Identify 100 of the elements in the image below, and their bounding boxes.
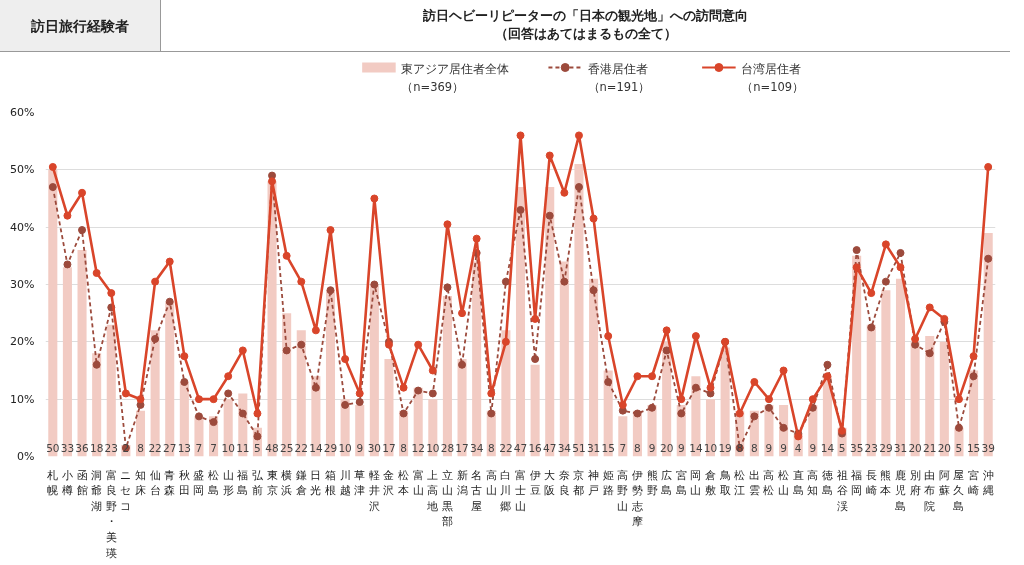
data-label: 23 — [864, 441, 878, 454]
x-tick-label: 横浜 — [281, 468, 293, 498]
data-label: 22 — [499, 441, 513, 454]
data-label: 15 — [601, 441, 615, 454]
data-label: 9 — [356, 441, 364, 454]
data-label: 8 — [751, 441, 758, 454]
data-label: 13 — [177, 441, 192, 454]
x-tick-label: 直島 — [792, 468, 804, 498]
x-tick-label: 函館 — [76, 468, 88, 498]
x-tick-label: 由布院 — [924, 468, 936, 513]
data-label: 5 — [254, 441, 261, 454]
x-tick-label: 広島 — [661, 468, 673, 498]
x-tick-label: 金沢 — [383, 468, 395, 498]
data-label: 19 — [718, 441, 732, 454]
x-tick-label: 立山黒部 — [441, 468, 453, 529]
bar — [895, 278, 906, 457]
data-label: 10 — [338, 441, 352, 454]
bar — [939, 341, 949, 457]
data-label: 10 — [426, 441, 440, 454]
data-label: 23 — [104, 441, 118, 454]
data-label: 5 — [955, 441, 963, 454]
data-label: 8 — [634, 441, 641, 454]
chart-title: 訪日ヘビーリピーターの「日本の観光地」への訪問意向 — [423, 8, 748, 23]
data-label: 7 — [195, 441, 203, 454]
data-label: 48 — [265, 441, 279, 454]
x-tick-label: 山形 — [222, 468, 234, 498]
x-tick-label: 札幌 — [47, 468, 59, 498]
data-label: 14 — [689, 441, 703, 454]
x-tick-label: 大阪 — [544, 468, 556, 498]
data-label: 14 — [309, 441, 323, 454]
data-label: 47 — [543, 441, 557, 454]
x-tick-label: 名古屋 — [471, 468, 483, 513]
y-tick-label: 40% — [10, 220, 35, 234]
data-label: 9 — [677, 441, 685, 454]
data-label: 20 — [908, 441, 922, 454]
x-tick-label: 松島 — [208, 468, 220, 498]
x-tick-label: 出雲 — [748, 468, 760, 498]
x-tick-label: 福島 — [237, 468, 249, 498]
chart-subtitle: （回答はあてはまるもの全て） — [494, 26, 677, 41]
x-tick-label: 高松 — [763, 468, 775, 498]
y-tick-label: 0% — [17, 450, 35, 463]
data-label: 34 — [557, 441, 572, 454]
x-tick-label: 熊野 — [646, 468, 658, 498]
x-tick-label: 福岡 — [851, 468, 863, 498]
data-label: 22 — [294, 441, 308, 454]
data-label: 8 — [736, 441, 744, 454]
data-label: 50 — [46, 441, 60, 454]
data-label: 51 — [572, 441, 586, 454]
x-tick-label: 小樽 — [61, 468, 73, 498]
data-label: 2 — [122, 441, 130, 454]
data-label: 8 — [137, 441, 144, 454]
bar — [92, 353, 102, 457]
data-label: 29 — [323, 441, 338, 454]
bar — [150, 330, 160, 457]
data-label: 8 — [487, 441, 495, 454]
bar — [515, 187, 526, 457]
x-tick-label: ニセコ — [120, 468, 132, 513]
bar — [457, 359, 467, 457]
x-tick-label: 屋久島 — [953, 468, 965, 513]
data-label: 28 — [440, 441, 455, 454]
data-label: 30 — [367, 441, 382, 454]
data-label: 25 — [279, 441, 294, 454]
bar — [691, 376, 701, 457]
data-label: 33 — [60, 441, 75, 454]
x-tick-label: 松本 — [398, 468, 410, 498]
x-tick-label: 倉敷 — [705, 468, 716, 498]
x-tick-label: 鳥取 — [718, 468, 731, 498]
data-label: 20 — [937, 441, 952, 454]
data-label: 47 — [513, 441, 528, 454]
x-tick-label: 富士山 — [515, 468, 526, 513]
x-tick-label: 宮崎 — [968, 468, 980, 498]
data-label: 7 — [619, 441, 627, 454]
x-tick-label: 知床 — [135, 468, 146, 498]
x-tick-label: 東京 — [266, 468, 278, 498]
data-label: 9 — [809, 441, 817, 454]
data-label: 10 — [703, 441, 718, 454]
legend-label: 香港居住者（n=191） — [587, 61, 651, 94]
bar — [296, 330, 306, 457]
x-tick-label: 伊勢志摩 — [631, 468, 643, 529]
x-tick-label: 阿蘇 — [938, 468, 950, 498]
x-tick-label: 秋田 — [178, 468, 190, 498]
x-tick-label: 姫路 — [602, 468, 614, 498]
bar — [983, 232, 993, 457]
data-label: 22 — [148, 441, 162, 454]
data-label: 29 — [879, 441, 893, 454]
text: 訪日旅行経験者 — [0, 0, 160, 51]
x-tick-label: 祖谷渓 — [836, 468, 848, 513]
x-tick-label: 鹿児島 — [895, 468, 906, 513]
data-label: 11 — [236, 441, 250, 454]
legend-label: 東アジア居住者全体（n=369） — [401, 61, 510, 94]
data-label: 16 — [528, 441, 543, 454]
x-tick-label: 川越 — [339, 468, 351, 498]
x-tick-label: 伊豆 — [529, 468, 541, 498]
x-tick-label: 盛岡 — [193, 468, 205, 498]
data-label: 12 — [411, 441, 425, 454]
data-label: 17 — [455, 441, 469, 454]
x-tick-label: 鎌倉 — [295, 468, 307, 498]
x-tick-label: 新潟 — [456, 468, 468, 498]
data-label: 14 — [820, 441, 835, 454]
bar — [501, 330, 511, 457]
